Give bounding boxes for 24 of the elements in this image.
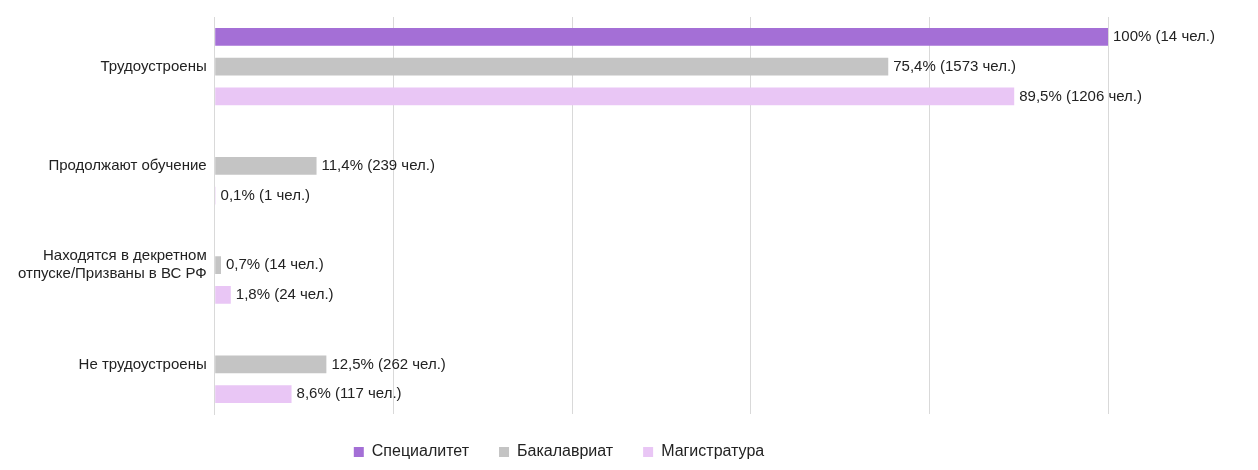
data-label: 8,6% (117 чел.) [296, 384, 402, 402]
legend-label: Бакалавриат [517, 442, 614, 460]
bar [215, 27, 1108, 46]
data-label: 100% (14 чел.) [1113, 26, 1215, 44]
bar [215, 385, 292, 404]
data-label: 0,1% (1 чел.) [220, 185, 311, 203]
y-tick-label: Продолжают обучение [48, 156, 207, 174]
data-label: 12,5% (262 чел.) [331, 354, 446, 372]
bar [215, 355, 327, 374]
legend-label: Специалитет [371, 442, 470, 460]
bar [215, 256, 221, 275]
y-tick-label: Трудоустроены [100, 56, 207, 74]
data-label: 89,5% (1206 чел.) [1019, 86, 1143, 104]
legend-label: Магистратура [661, 442, 765, 460]
data-label: 1,8% (24 чел.) [235, 285, 334, 303]
data-label: 11,4% (239 чел.) [321, 156, 435, 174]
bar [215, 285, 231, 304]
data-label: 75,4% (1573 чел.) [893, 56, 1017, 74]
y-tick-label: Находятся в декретном отпуске/Призваны в ВС РФ [18, 246, 207, 282]
bar [215, 87, 1015, 106]
data-label: 0,7% (14 чел.) [225, 255, 324, 273]
bar [215, 57, 889, 76]
bar [215, 156, 317, 175]
y-tick-label: Не трудоустроены [78, 354, 207, 372]
